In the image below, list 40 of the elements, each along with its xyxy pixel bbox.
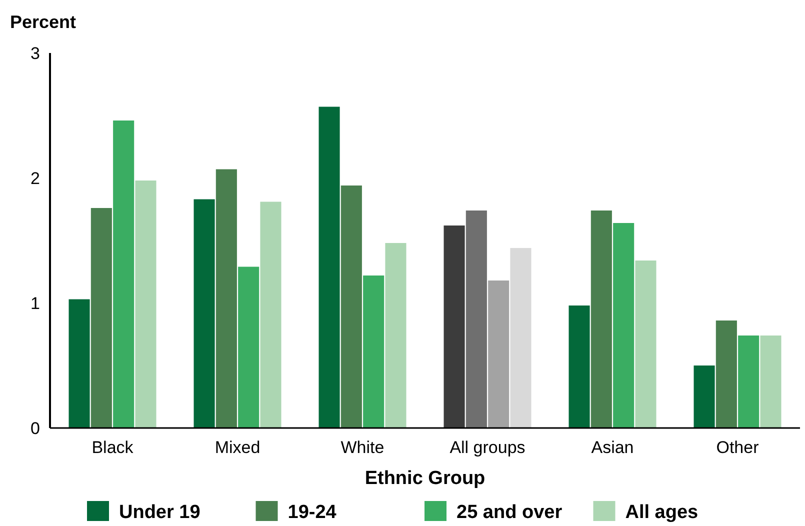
bar [385,243,406,428]
bar [760,336,782,428]
bar [635,260,656,428]
bar [194,199,215,428]
x-tick-label: Asian [591,438,634,457]
bar [318,106,340,428]
x-tick-label: All groups [450,438,526,457]
bar [90,208,112,428]
bar [590,210,612,428]
y-tick-label: 0 [30,418,40,438]
bar [444,226,465,428]
legend-label: 19-24 [288,502,337,523]
bar [488,280,510,428]
y-tick-label: 3 [30,44,40,63]
legend-label: 25 and over [456,502,563,523]
bar [135,180,156,428]
legend-label: All ages [625,502,698,523]
bar [716,320,737,428]
x-tick-label: White [340,438,384,457]
bar [340,186,362,428]
y-tick-label: 2 [30,168,40,188]
bar [510,248,532,428]
y-tick-label: 1 [30,294,40,313]
bar [613,223,634,428]
bar [363,276,384,428]
x-axis-title: Ethnic Group [364,468,486,489]
x-tick-label: Black [92,438,134,457]
x-tick-label: Other [716,438,760,457]
bar [216,169,237,428]
bar [568,306,590,428]
bar [738,336,760,428]
bar [238,266,260,428]
bar [694,366,715,428]
bar [68,299,90,428]
bar [466,210,487,428]
x-tick-label: Mixed [214,438,260,457]
legend-label: Under 19 [119,502,200,523]
y-axis-title: Percent [10,12,76,32]
bar [113,120,134,428]
bar [260,202,282,428]
